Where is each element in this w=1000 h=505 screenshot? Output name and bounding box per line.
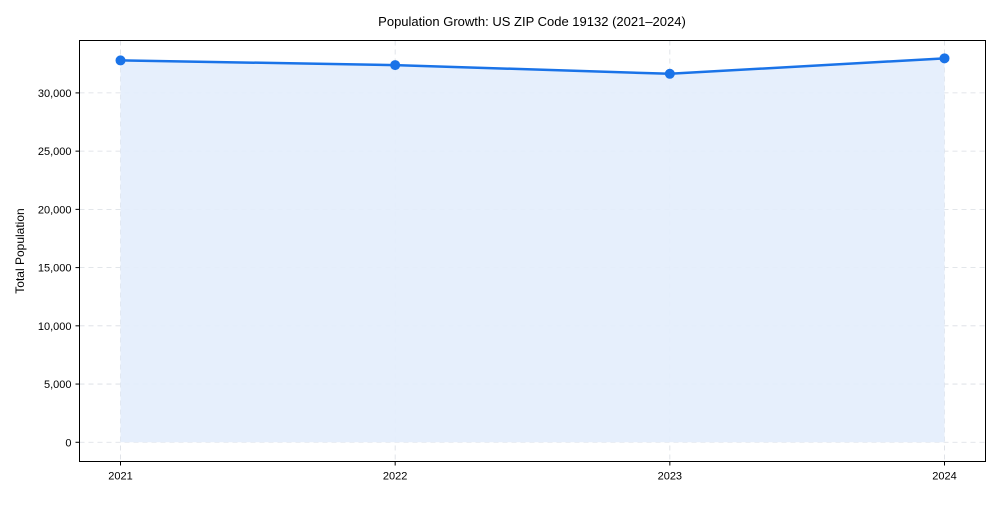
y-axis-label: Total Population <box>13 208 27 293</box>
data-line <box>120 57 945 76</box>
data-points <box>115 53 950 79</box>
y-tick-label: 25,000 <box>38 146 72 158</box>
x-tick-label: 2022 <box>383 471 407 483</box>
data-point-2023 <box>664 68 675 79</box>
plot-frame <box>79 40 986 462</box>
data-point-2021 <box>115 55 126 66</box>
y-axis: 0 5,000 10,000 15,000 20,000 25,000 30,000 <box>38 88 80 449</box>
data-point-2024 <box>939 53 950 64</box>
area-fill <box>120 58 945 443</box>
chart-title: Population Growth: US ZIP Code 19132 (20… <box>378 14 686 29</box>
y-tick-label: 5,000 <box>44 379 72 391</box>
x-tick-label: 2021 <box>108 471 132 483</box>
y-tick-label: 10,000 <box>38 321 72 333</box>
data-point-2022 <box>390 60 401 71</box>
x-axis: 2021 2022 2023 2024 <box>108 461 957 483</box>
y-tick-label: 15,000 <box>38 263 72 275</box>
x-tick-label: 2023 <box>658 471 682 483</box>
y-tick-label: 20,000 <box>38 204 72 216</box>
y-tick-label: 30,000 <box>38 88 72 100</box>
y-tick-label: 0 <box>65 437 71 449</box>
x-tick-label: 2024 <box>932 471 956 483</box>
